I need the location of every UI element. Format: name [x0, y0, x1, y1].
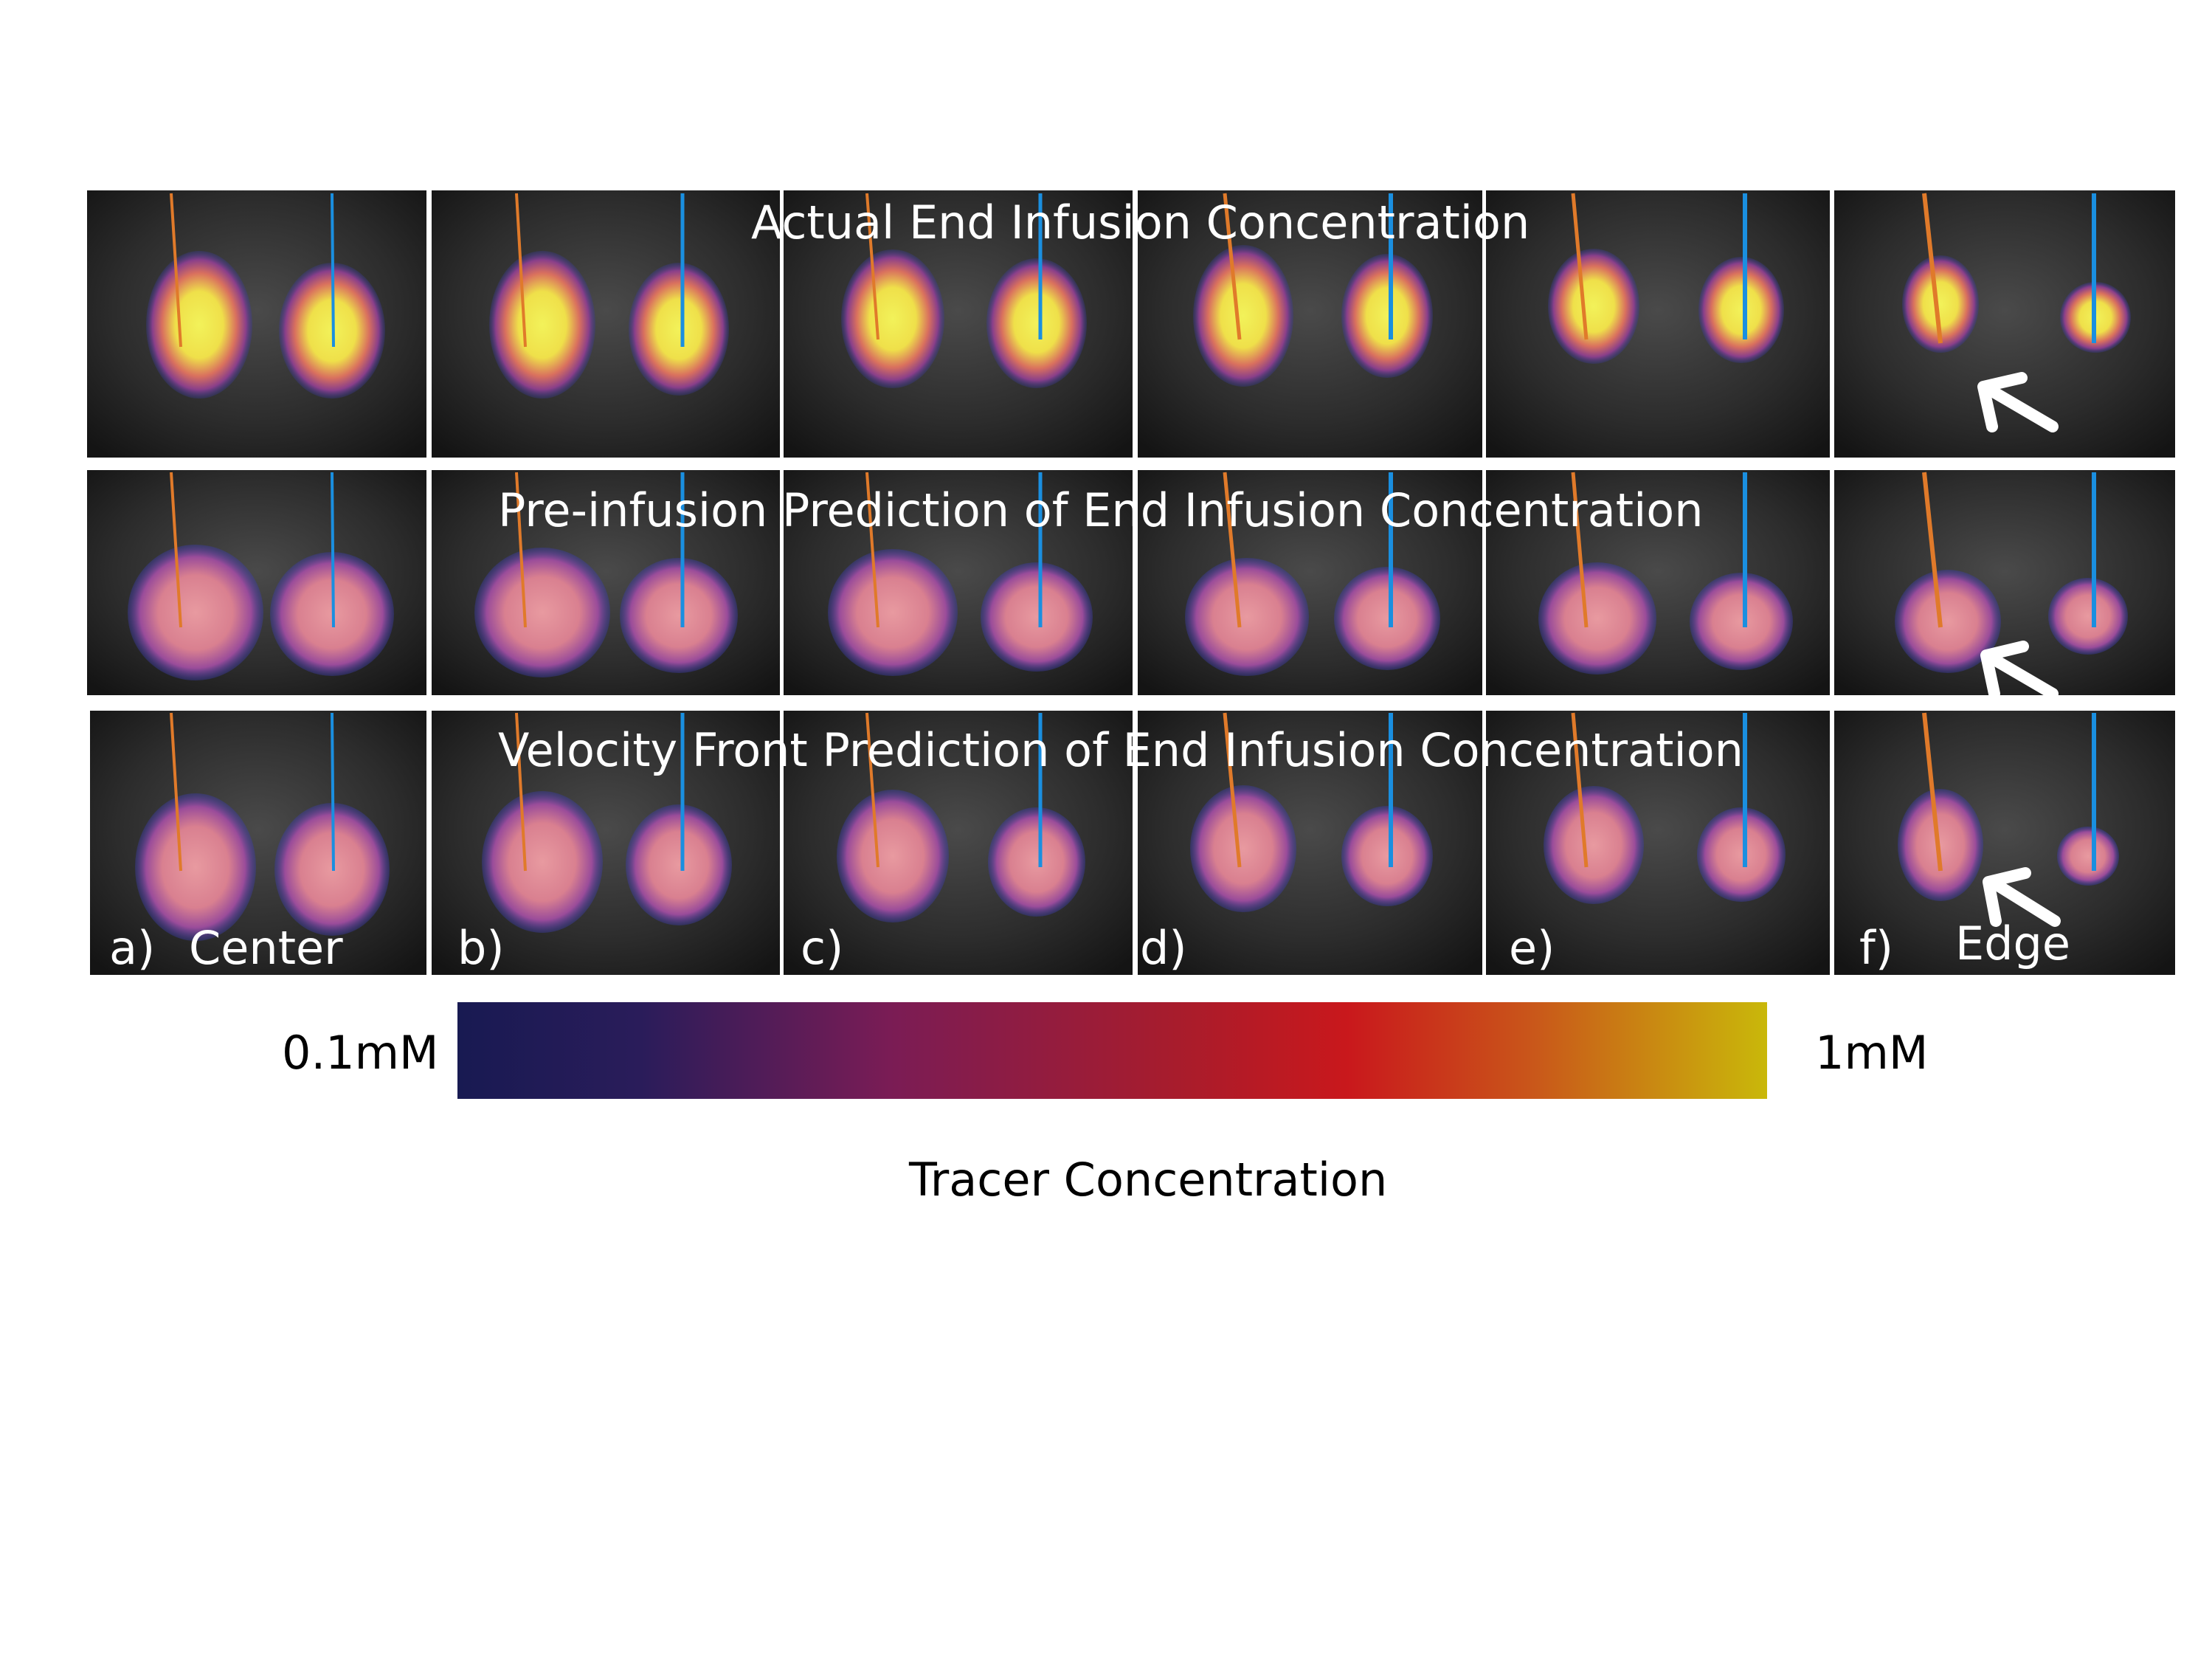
panel-label-c: c) — [801, 921, 844, 975]
blob — [1193, 245, 1293, 387]
colorbar — [457, 1002, 1767, 1099]
catheter-left — [515, 472, 527, 628]
row1-blobs — [146, 245, 2131, 399]
catheter-left — [1223, 472, 1242, 628]
panel-annotation-edge: Edge — [1955, 917, 2071, 970]
catheter-left — [1922, 472, 1943, 628]
catheter-left — [1223, 193, 1242, 340]
colorbar-min-label: 0.1mM — [282, 1026, 439, 1080]
blob — [1341, 254, 1433, 378]
row-title-actual: Actual End Infusion Concentration — [751, 196, 1530, 249]
colorbar-title: Tracer Concentration — [909, 1153, 1388, 1207]
blob — [981, 562, 1093, 672]
arrow-icon — [1980, 641, 2059, 700]
catheter-left — [865, 472, 879, 628]
blob — [1538, 562, 1656, 675]
row-title-velocity: Velocity Front Prediction of End Infusio… — [498, 723, 1743, 777]
blob — [128, 545, 263, 680]
blob — [837, 790, 949, 922]
blob — [1895, 570, 2001, 673]
blob — [626, 804, 732, 925]
catheters — [170, 193, 2096, 872]
tile-f-row2 — [1834, 470, 2175, 695]
blob — [482, 791, 603, 933]
catheter-left — [1571, 472, 1589, 628]
blob — [1544, 786, 1644, 904]
row-title-preinfusion: Pre-infusion Prediction of End Infusion … — [498, 483, 1704, 537]
colorbar-max-label: 1mM — [1815, 1026, 1929, 1080]
catheter-right — [331, 472, 335, 628]
catheter-right — [331, 712, 335, 872]
arrows — [1977, 372, 2061, 927]
blob — [986, 258, 1087, 388]
catheter-left — [1922, 193, 1943, 344]
catheter-left — [1571, 712, 1589, 868]
catheter-left — [515, 712, 527, 872]
panel-annotation-center: Center — [189, 921, 343, 975]
blob — [1185, 558, 1309, 676]
panel-label-e: e) — [1509, 921, 1555, 975]
row2-blobs — [128, 545, 2128, 680]
panel-label-a: a) — [109, 921, 156, 975]
blob — [474, 548, 610, 677]
blob — [1190, 785, 1296, 912]
blob — [988, 807, 1085, 917]
blob — [629, 263, 729, 396]
blob — [620, 558, 738, 673]
panel-label-d: d) — [1140, 921, 1187, 975]
catheter-left — [1223, 712, 1242, 868]
blob — [489, 251, 595, 399]
panel-label-f: f) — [1859, 921, 1894, 975]
catheter-left — [865, 193, 879, 340]
blob — [1698, 257, 1784, 363]
catheter-left — [1571, 193, 1589, 340]
tile-f-row3 — [1834, 711, 2175, 975]
blob — [1334, 567, 1440, 670]
row3-blobs — [135, 785, 2119, 941]
blob — [1697, 807, 1786, 902]
arrow-icon — [1983, 867, 2061, 927]
catheter-left — [170, 472, 182, 628]
catheter-left — [515, 193, 527, 348]
catheter-right — [331, 193, 335, 348]
catheter-left — [865, 712, 879, 868]
blob — [2057, 827, 2119, 886]
catheter-left — [1922, 712, 1943, 872]
panel-label-b: b) — [457, 921, 505, 975]
blob — [828, 549, 958, 676]
blob — [1341, 806, 1433, 906]
blob — [1548, 249, 1639, 364]
blob — [841, 249, 944, 388]
blob — [1898, 789, 1983, 901]
catheter-left — [170, 193, 182, 348]
blob — [1902, 255, 1979, 353]
arrow-icon — [1977, 372, 2059, 432]
catheter-left — [170, 712, 182, 872]
blob — [2048, 578, 2128, 655]
blob — [1690, 573, 1793, 670]
blob — [135, 793, 256, 941]
blob — [146, 251, 252, 399]
